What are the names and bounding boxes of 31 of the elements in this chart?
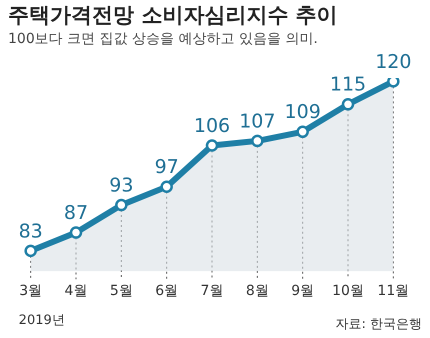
point	[160, 180, 173, 193]
data-label: 115	[330, 74, 366, 96]
x-tick-label: 3월	[19, 283, 42, 300]
data-label: 87	[64, 202, 88, 224]
x-tick-label: 10월	[332, 283, 364, 300]
point	[70, 226, 82, 239]
data-label: 107	[239, 110, 276, 132]
annotation: 2019년	[18, 312, 65, 328]
data-label: 93	[109, 174, 134, 196]
x-tick-label: 5월	[110, 283, 133, 300]
x-tick-label: 7월	[200, 283, 224, 300]
x-tick-label: 4월	[64, 283, 88, 300]
data-label: 83	[18, 220, 43, 242]
point	[251, 134, 264, 148]
annotation: 자료: 한국은행	[335, 316, 422, 332]
point	[24, 244, 37, 258]
data-label: 120	[375, 50, 412, 73]
data-label: 109	[284, 101, 321, 124]
chart-title: 주택가격전망 소비자심리지수 추이	[8, 3, 338, 28]
point	[296, 126, 309, 138]
point	[206, 139, 218, 152]
point	[115, 198, 128, 212]
x-tick-label: 8월	[246, 283, 269, 300]
data-label: 97	[154, 156, 179, 178]
point	[342, 98, 354, 111]
chart-subtitle: 100보다 크면 집값 상승을 예상하고 있음을 의미.	[8, 31, 318, 48]
data-label: 106	[194, 114, 230, 137]
x-tick-label: 9월	[291, 283, 314, 300]
point	[387, 78, 400, 88]
x-tick-label: 11월	[377, 283, 410, 300]
x-tick-label: 6월	[155, 283, 178, 300]
